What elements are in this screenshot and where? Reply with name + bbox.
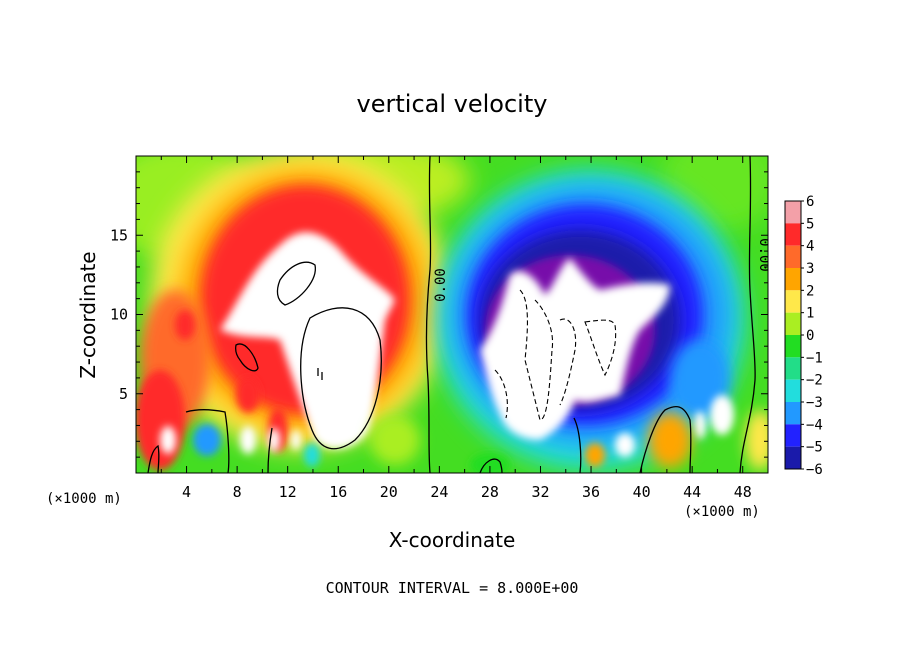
y-tick-label: 5 [119,385,128,403]
colorbar-segment [785,402,801,425]
x-tick-label: 20 [380,483,398,501]
colorbar-label: 4 [806,239,814,255]
colorbar-label: −3 [806,395,823,411]
colorbar-segment [785,379,801,402]
contour-label-2: 0.00 [756,238,772,272]
x-tick-label: 4 [182,483,191,501]
colorbar-label: −2 [806,373,823,389]
colorbar-segment [785,268,801,291]
colorbar-label: −1 [806,350,823,366]
x-tick-label: 28 [481,483,499,501]
colorbar-label: 3 [806,261,814,277]
colorbar-segment [785,424,801,447]
colorbar-segment [785,335,801,358]
x-tick-label: 8 [233,483,242,501]
x-tick-label: 40 [633,483,651,501]
colorbar: 6 5 4 3 2 1 0 −1 −2 −3 −4 −5 −6 [784,194,823,478]
colorbar-label: 2 [806,283,814,299]
colorbar-segment [785,446,801,469]
colorbar-segment [785,290,801,313]
contour-interval-note: CONTOUR INTERVAL = 8.000E+00 [326,579,579,597]
x-unit-right: (×1000 m) [684,504,760,520]
colorbar-segment [785,357,801,380]
x-axis: 4 8 12 16 20 24 28 32 36 40 44 48 [160,156,752,501]
y-axis: 5 10 15 [110,171,768,458]
downdraft-region [435,170,768,473]
x-axis-title: X-coordinate [389,528,516,552]
x-tick-label: 44 [683,483,701,501]
updraft-region [136,156,450,470]
chart-title: vertical velocity [357,90,548,118]
x-tick-label: 16 [329,483,347,501]
colorbar-segment [785,312,801,335]
colorbar-label: −6 [806,462,823,478]
x-tick-label: 24 [430,483,448,501]
x-tick-label: 36 [582,483,600,501]
x-tick-label: 12 [279,483,297,501]
x-tick-label: 32 [531,483,549,501]
y-tick-label: 10 [110,306,128,324]
colorbar-label: 0 [806,328,814,344]
y-axis-title: Z-coordinate [76,251,100,378]
contour-lines [147,156,756,473]
x-unit-left: (×1000 m) [46,491,122,507]
colorbar-label: −5 [806,440,823,456]
negative-contours [494,289,617,421]
contour-label-1: 0.00 [433,268,449,302]
colorbar-label: 5 [806,216,814,232]
colorbar-label: 6 [806,194,814,210]
heatmap-field: 0.00 0.00 [136,156,772,473]
x-tick-label: 48 [734,483,752,501]
colorbar-segment [785,223,801,246]
colorbar-label: −4 [806,417,823,433]
colorbar-label: 1 [806,306,814,322]
colorbar-segment [785,245,801,268]
y-tick-label: 15 [110,226,128,244]
colorbar-segment [785,201,801,224]
